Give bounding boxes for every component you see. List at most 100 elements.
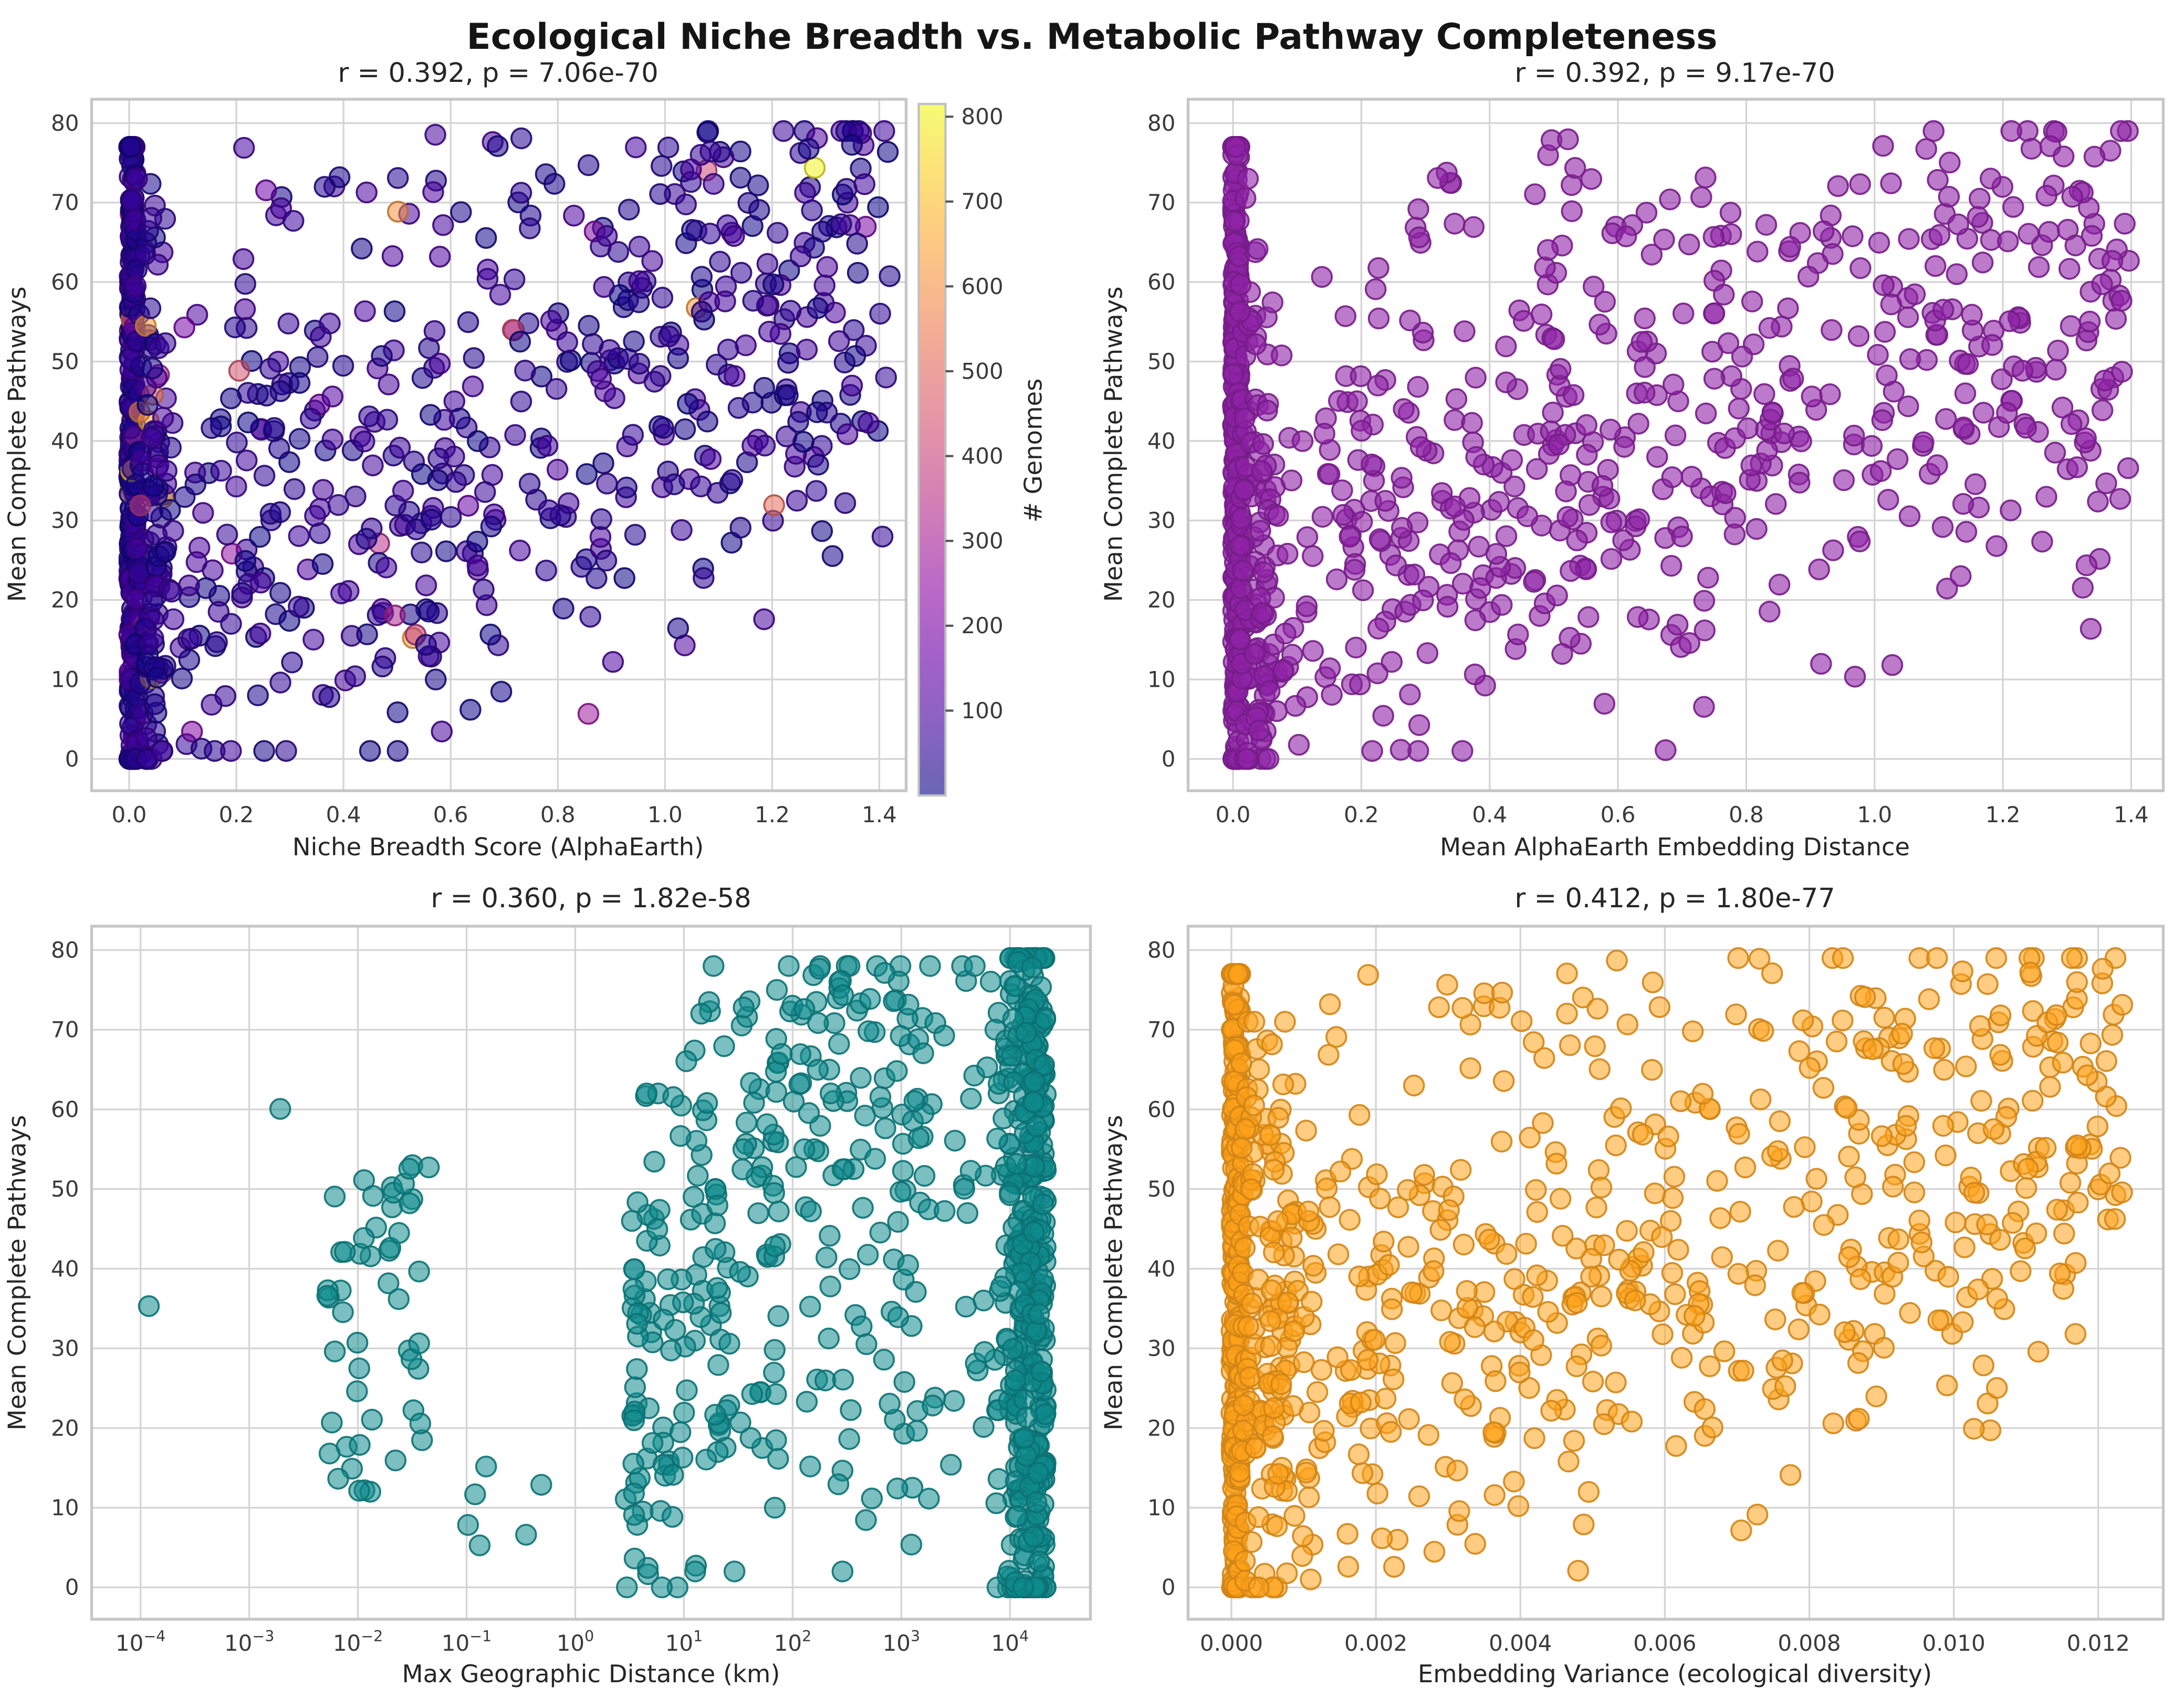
panel-title-embedding-distance: r = 0.392, p = 9.17e-70 [1514, 58, 1835, 89]
panel-embedding-variance: 0.000 0.002 0.004 0.006 0.008 0.010 0.012 0 10 20… [1147, 925, 2165, 1656]
ylabel-bottom-left: Mean Complete Pathways [3, 1115, 32, 1431]
scatter-points [1220, 947, 2134, 1599]
svg-text:200: 200 [962, 613, 1004, 638]
svg-text:100: 100 [962, 698, 1004, 724]
svg-text:102: 102 [774, 1628, 812, 1656]
panel-title-niche-breadth: r = 0.392, p = 7.06e-70 [338, 58, 658, 89]
svg-text:80: 80 [1147, 110, 1175, 136]
svg-text:0.2: 0.2 [219, 802, 254, 827]
scatter-points [1222, 120, 2140, 770]
svg-text:0.6: 0.6 [433, 802, 468, 827]
svg-text:60: 60 [1147, 269, 1175, 295]
svg-text:70: 70 [1147, 1017, 1175, 1043]
svg-text:600: 600 [962, 274, 1004, 299]
svg-text:700: 700 [962, 188, 1004, 214]
svg-text:20: 20 [1147, 587, 1175, 613]
svg-text:10−4: 10−4 [116, 1628, 165, 1656]
svg-text:800: 800 [962, 104, 1004, 130]
svg-text:20: 20 [1147, 1415, 1175, 1441]
svg-text:20: 20 [51, 1415, 79, 1441]
svg-text:60: 60 [51, 1096, 79, 1122]
svg-text:0.8: 0.8 [540, 802, 576, 827]
svg-text:60: 60 [51, 269, 79, 295]
svg-text:400: 400 [962, 443, 1004, 469]
svg-text:50: 50 [1147, 349, 1175, 374]
svg-text:60: 60 [1147, 1096, 1175, 1122]
svg-text:40: 40 [51, 1256, 79, 1282]
svg-text:0.8: 0.8 [1729, 802, 1764, 827]
svg-text:0.4: 0.4 [1472, 802, 1507, 827]
svg-text:103: 103 [883, 1628, 921, 1656]
svg-text:0: 0 [1162, 1575, 1176, 1600]
svg-text:1.2: 1.2 [1986, 802, 2021, 827]
svg-text:70: 70 [51, 190, 79, 215]
svg-text:0.4: 0.4 [326, 802, 361, 827]
svg-text:80: 80 [1147, 937, 1175, 963]
svg-text:70: 70 [1147, 190, 1175, 215]
svg-text:50: 50 [1147, 1176, 1175, 1202]
svg-text:10: 10 [51, 666, 79, 692]
panel-title-embedding-variance: r = 0.412, p = 1.80e-77 [1514, 883, 1835, 914]
svg-text:0.010: 0.010 [1922, 1630, 1985, 1656]
svg-text:104: 104 [991, 1628, 1029, 1656]
svg-text:40: 40 [51, 428, 79, 454]
svg-text:40: 40 [1147, 1256, 1175, 1282]
xlabel-geographic-distance: Max Geographic Distance (km) [402, 1660, 780, 1688]
svg-text:1.4: 1.4 [862, 802, 897, 827]
svg-text:101: 101 [665, 1628, 703, 1656]
xlabel-embedding-variance: Embedding Variance (ecological diversity… [1418, 1660, 1932, 1688]
svg-text:1.2: 1.2 [755, 802, 790, 827]
svg-text:10−2: 10−2 [333, 1628, 383, 1656]
svg-text:10: 10 [51, 1495, 79, 1521]
svg-text:10−1: 10−1 [442, 1628, 492, 1656]
svg-text:40: 40 [1147, 428, 1175, 454]
svg-text:500: 500 [962, 358, 1004, 384]
xlabel-niche-breadth: Niche Breadth Score (AlphaEarth) [292, 833, 704, 861]
svg-text:0.004: 0.004 [1489, 1630, 1552, 1656]
svg-text:20: 20 [51, 587, 79, 613]
svg-text:1.0: 1.0 [647, 802, 683, 827]
svg-text:70: 70 [51, 1017, 79, 1043]
panel-embedding-distance: 0.0 0.2 0.4 0.6 0.8 1.0 1.2 1.4 0 10 20 30 40 50 60 70 8… [1147, 98, 2165, 827]
svg-text:0.006: 0.006 [1633, 1630, 1696, 1656]
ylabel-top-right: Mean Complete Pathways [1100, 287, 1128, 602]
scatter-points [138, 947, 1057, 1599]
svg-text:50: 50 [51, 1176, 79, 1202]
svg-text:0.012: 0.012 [2067, 1630, 2130, 1656]
svg-text:300: 300 [962, 528, 1004, 554]
panel-title-geographic-distance: r = 0.360, p = 1.82e-58 [431, 883, 751, 914]
svg-text:0.000: 0.000 [1200, 1630, 1263, 1656]
figure-title: Ecological Niche Breadth vs. Metabolic P… [467, 16, 1718, 57]
svg-text:1.0: 1.0 [1857, 802, 1892, 827]
svg-text:50: 50 [51, 349, 79, 374]
svg-text:0.008: 0.008 [1778, 1630, 1841, 1656]
svg-text:30: 30 [51, 1336, 79, 1361]
svg-text:30: 30 [1147, 1336, 1175, 1361]
svg-text:80: 80 [51, 937, 79, 963]
ylabel-top-left: Mean Complete Pathways [3, 287, 32, 602]
svg-text:0.0: 0.0 [112, 802, 147, 827]
svg-text:0: 0 [1162, 746, 1176, 772]
svg-text:0.002: 0.002 [1344, 1630, 1407, 1656]
svg-text:80: 80 [51, 110, 79, 136]
svg-text:0.6: 0.6 [1601, 802, 1636, 827]
ylabel-bottom-right: Mean Complete Pathways [1100, 1115, 1128, 1431]
svg-text:10: 10 [1147, 1495, 1175, 1521]
svg-text:100: 100 [557, 1628, 594, 1656]
xlabel-embedding-distance: Mean AlphaEarth Embedding Distance [1440, 833, 1910, 861]
panel-geographic-distance: 10−4 10−3 10−2 10−1 100 101 102 103 104 0 10 20 30 40… [51, 925, 1092, 1656]
svg-text:0: 0 [65, 746, 79, 772]
svg-text:1.4: 1.4 [2114, 802, 2149, 827]
svg-text:0: 0 [65, 1575, 79, 1600]
svg-text:10−3: 10−3 [224, 1628, 274, 1656]
svg-text:30: 30 [51, 508, 79, 533]
colorbar-label: # Genomes [1019, 379, 1048, 522]
colorbar: 100 200 300 400 500 600 700 800 [917, 102, 1004, 797]
panel-niche-breadth: 0.0 0.2 0.4 0.6 0.8 1.0 1.2 1.4 0 10 20 30 40 50 60 70 8… [51, 98, 908, 827]
svg-text:30: 30 [1147, 508, 1175, 533]
svg-text:10: 10 [1147, 666, 1175, 692]
svg-text:0.0: 0.0 [1216, 802, 1251, 827]
scatter-points [118, 120, 901, 770]
